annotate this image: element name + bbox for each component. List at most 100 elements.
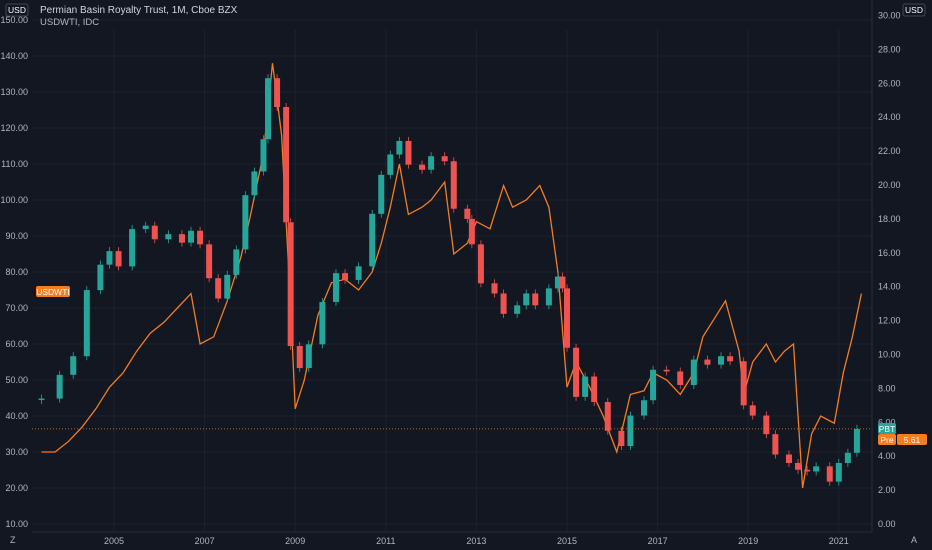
overlay-legend[interactable]: USDWTI, IDC: [40, 17, 99, 28]
pbt-candle-44: [500, 293, 507, 314]
pre-badge: [878, 434, 896, 445]
pbt-candle-63: [704, 359, 711, 365]
right-tick-0: 0.00: [878, 519, 896, 529]
pbt-candle-69: [772, 434, 779, 455]
pbt-candle-13: [197, 230, 204, 245]
x-tick-0: 2005: [104, 536, 124, 546]
pbt-candle-24: [287, 222, 294, 347]
x-tick-2: 2009: [285, 536, 305, 546]
pbt-candle-9: [151, 225, 158, 240]
right-tick-5: 10.00: [878, 350, 901, 360]
right-tick-12: 24.00: [878, 112, 901, 122]
pbt-candle-38: [441, 156, 448, 162]
pbt-candle-65: [727, 356, 734, 362]
pbt-candle-36: [419, 164, 426, 170]
usdwti-tag-label: USDWTI: [36, 287, 70, 297]
pbt-candle-61: [677, 371, 684, 386]
pbt-candle-62: [690, 359, 697, 386]
right-tick-3: 6.00: [878, 417, 896, 427]
pbt-candle-76: [844, 452, 851, 463]
pbt-candle-77: [853, 428, 860, 453]
pbt-candle-35: [405, 140, 412, 165]
pbt-candle-40: [464, 208, 471, 219]
pbt-candle-3: [83, 290, 90, 357]
pbt-candle-26: [305, 344, 312, 369]
pbt-candle-74: [826, 466, 833, 482]
right-tick-11: 22.00: [878, 146, 901, 156]
right-price-axis[interactable]: 0.00 2.00 4.00 6.00 8.00 10.00 12.00 14.00 16.00…: [878, 11, 901, 530]
left-tick-8: 90.00: [5, 231, 28, 241]
pbt-series: [38, 74, 860, 486]
pbt-candle-73: [813, 466, 820, 472]
current-price-value: 5.61: [904, 435, 921, 445]
pbt-candle-53: [582, 376, 589, 397]
x-tick-3: 2011: [376, 536, 395, 546]
pbt-candle-32: [378, 174, 385, 214]
left-tick-13: 140.00: [0, 51, 28, 61]
grid-lines: [32, 0, 873, 533]
left-tick-3: 40.00: [5, 411, 28, 421]
left-tick-4: 50.00: [5, 375, 28, 385]
pbt-candle-33: [387, 154, 394, 175]
pbt-candle-19: [251, 171, 258, 196]
pbt-candle-45: [514, 305, 521, 314]
pbt-candle-7: [129, 229, 136, 267]
right-currency-badge: [902, 3, 926, 17]
pbt-candle-17: [233, 249, 240, 275]
x-tick-1: 2007: [195, 536, 215, 546]
pbt-candle-55: [604, 401, 611, 431]
current-price-badge: [897, 434, 927, 445]
left-tick-2: 30.00: [5, 447, 28, 457]
pbt-candle-47: [532, 293, 539, 306]
right-tick-13: 26.00: [878, 78, 901, 88]
pbt-candle-18: [242, 195, 249, 250]
pbt-candle-30: [355, 266, 362, 280]
chart-title[interactable]: Permian Basin Royalty Trust, 1M, Cboe BZ…: [40, 5, 238, 16]
pbt-candle-8: [142, 225, 149, 230]
zoom-icon[interactable]: Z: [10, 535, 16, 545]
pbt-candle-12: [188, 230, 195, 243]
pbt-candle-48: [545, 288, 552, 306]
pbt-candle-43: [491, 283, 498, 294]
pbt-candle-15: [215, 278, 222, 299]
pbt-candle-31: [369, 213, 376, 267]
pbt-candle-28: [332, 273, 339, 302]
right-tick-9: 18.00: [878, 214, 901, 224]
pbt-candle-64: [718, 356, 725, 365]
x-tick-7: 2019: [738, 536, 758, 546]
x-tick-5: 2015: [557, 536, 577, 546]
pbt-candle-29: [342, 273, 349, 280]
left-tick-9: 100.00: [0, 195, 28, 205]
right-tick-10: 20.00: [878, 180, 901, 190]
pbt-candle-20: [260, 139, 267, 172]
pbt-candle-25: [296, 346, 303, 369]
pbt-candle-39: [450, 161, 457, 209]
left-tick-14: 150.00: [0, 15, 28, 25]
pbt-candle-56: [618, 430, 625, 447]
pbt-candle-6: [115, 251, 122, 267]
right-currency-label: USD: [905, 5, 923, 15]
left-price-axis[interactable]: 10.00 20.00 30.00 40.00 50.00 60.00 70.00 80.00…: [0, 15, 28, 529]
time-axis[interactable]: 2005 2007 2009 2011 2013 2015 2017 2019 2021: [104, 536, 849, 546]
pbt-candle-52: [573, 347, 580, 397]
pbt-candle-72: [804, 469, 811, 472]
left-tick-7: 80.00: [5, 267, 28, 277]
pbt-candle-51: [564, 288, 570, 348]
x-tick-4: 2013: [466, 536, 486, 546]
pbt-candle-60: [663, 369, 670, 372]
right-tick-4: 8.00: [878, 383, 896, 393]
auto-scale-icon[interactable]: A: [911, 535, 917, 545]
right-tick-8: 16.00: [878, 248, 901, 258]
right-tick-6: 12.00: [878, 316, 901, 326]
pbt-candle-46: [523, 293, 530, 306]
x-tick-6: 2017: [648, 536, 668, 546]
right-tick-1: 2.00: [878, 485, 896, 495]
right-tick-15: 30.00: [878, 11, 901, 21]
pbt-candle-67: [749, 405, 756, 416]
pbt-tag-label: PBT: [879, 424, 896, 434]
right-tick-7: 14.00: [878, 282, 901, 292]
pbt-tag: [878, 423, 896, 434]
pbt-candle-10: [165, 234, 172, 240]
pbt-candle-16: [224, 274, 231, 299]
